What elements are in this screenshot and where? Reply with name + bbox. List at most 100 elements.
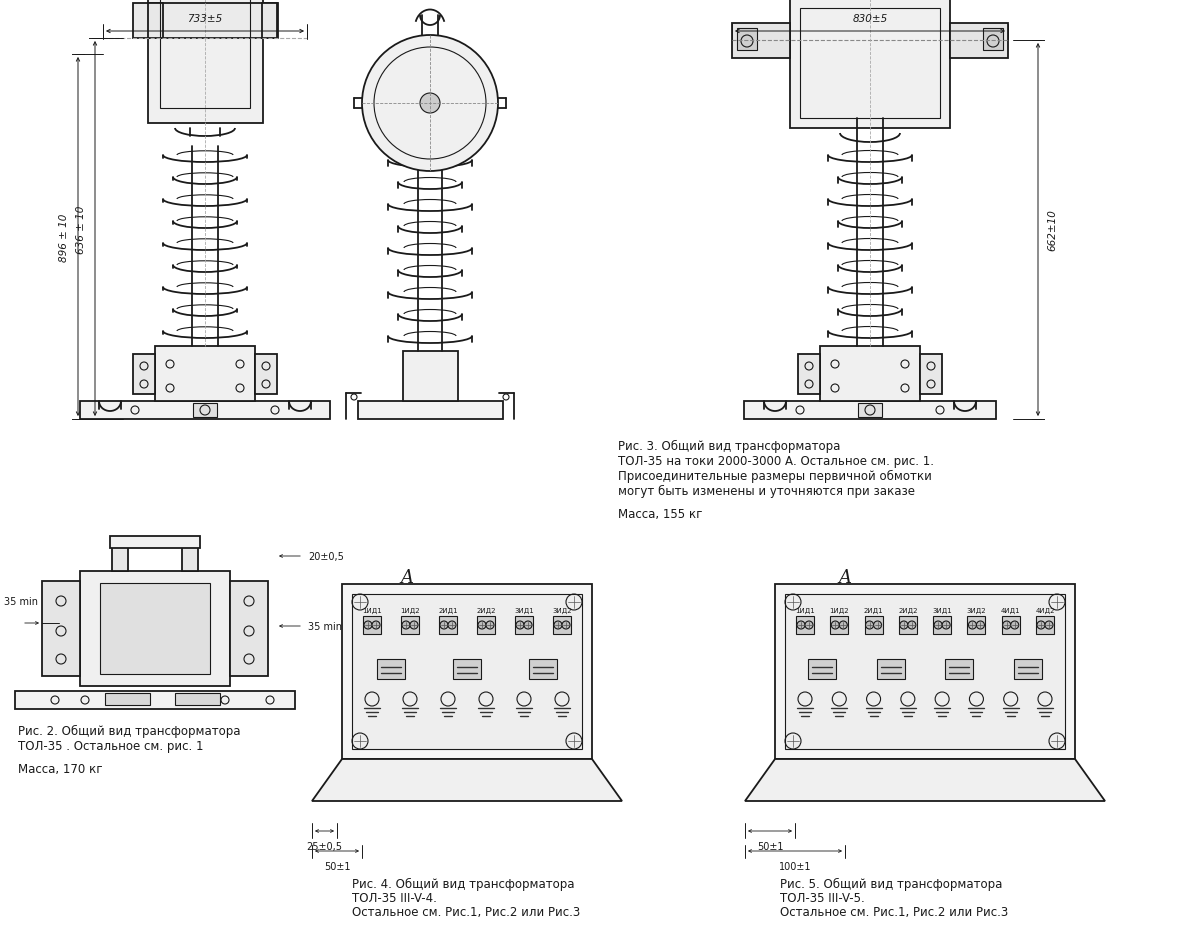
- Bar: [864, 616, 882, 634]
- Circle shape: [364, 622, 372, 629]
- Text: Присоединительные размеры первичной обмотки: Присоединительные размеры первичной обмо…: [618, 469, 932, 483]
- Text: Остальное см. Рис.1, Рис.2 или Рис.3: Остальное см. Рис.1, Рис.2 или Рис.3: [352, 905, 581, 918]
- Text: A: A: [401, 568, 414, 586]
- Circle shape: [1010, 622, 1019, 629]
- Bar: [785, 594, 1066, 749]
- Circle shape: [486, 622, 494, 629]
- Bar: [352, 594, 582, 749]
- Bar: [967, 616, 985, 634]
- Bar: [877, 660, 905, 680]
- Circle shape: [1003, 622, 1010, 629]
- Bar: [342, 585, 592, 759]
- Bar: [133, 4, 278, 39]
- Text: 50±1: 50±1: [757, 842, 784, 851]
- Bar: [148, 0, 263, 124]
- Circle shape: [832, 622, 839, 629]
- Text: 20±0,5: 20±0,5: [308, 551, 344, 562]
- Bar: [133, 355, 155, 394]
- Circle shape: [839, 622, 847, 629]
- Bar: [262, 4, 277, 39]
- Bar: [230, 582, 268, 676]
- Text: ТОЛ-35 III-V-4.: ТОЛ-35 III-V-4.: [352, 891, 437, 904]
- Text: 830±5: 830±5: [852, 14, 888, 24]
- Bar: [100, 584, 210, 674]
- Bar: [454, 660, 481, 680]
- Circle shape: [362, 36, 498, 171]
- Circle shape: [448, 622, 456, 629]
- Circle shape: [372, 622, 380, 629]
- Bar: [529, 660, 557, 680]
- Text: A: A: [839, 568, 852, 586]
- Polygon shape: [312, 759, 622, 802]
- Text: Остальное см. Рис.1, Рис.2 или Рис.3: Остальное см. Рис.1, Рис.2 или Рис.3: [780, 905, 1008, 918]
- Text: 3ИД2: 3ИД2: [967, 607, 986, 613]
- Text: 3ИД2: 3ИД2: [552, 607, 572, 613]
- Bar: [16, 691, 295, 709]
- Text: 662±10: 662±10: [1046, 209, 1057, 251]
- Circle shape: [968, 622, 977, 629]
- Bar: [983, 29, 1003, 51]
- Bar: [808, 660, 836, 680]
- Circle shape: [554, 622, 562, 629]
- Text: 2ИД2: 2ИД2: [476, 607, 496, 613]
- Bar: [80, 402, 330, 420]
- Text: ТОЛ-35 . Остальное см. рис. 1: ТОЛ-35 . Остальное см. рис. 1: [18, 739, 204, 752]
- Text: 636 ± 10: 636 ± 10: [76, 205, 86, 253]
- Text: 35 min: 35 min: [4, 596, 38, 606]
- Text: 100±1: 100±1: [779, 862, 811, 871]
- Bar: [796, 616, 814, 634]
- Text: 50±1: 50±1: [324, 862, 350, 871]
- Bar: [899, 616, 917, 634]
- Text: Рис. 4. Общий вид трансформатора: Рис. 4. Общий вид трансформатора: [352, 877, 575, 890]
- Text: 3ИД1: 3ИД1: [514, 607, 534, 613]
- Bar: [1014, 660, 1042, 680]
- Circle shape: [420, 94, 440, 114]
- Bar: [732, 24, 790, 59]
- Text: 2ИД1: 2ИД1: [864, 607, 883, 613]
- Bar: [80, 571, 230, 686]
- Text: ТОЛ-35 на токи 2000-3000 А. Остальное см. рис. 1.: ТОЛ-35 на токи 2000-3000 А. Остальное см…: [618, 454, 934, 467]
- Bar: [798, 355, 820, 394]
- Bar: [155, 347, 256, 402]
- Text: 1ИД2: 1ИД2: [400, 607, 420, 613]
- Bar: [358, 402, 503, 420]
- Text: 4ИД2: 4ИД2: [1036, 607, 1055, 613]
- Bar: [830, 616, 848, 634]
- Bar: [946, 660, 973, 680]
- Bar: [1036, 616, 1054, 634]
- Text: ТОЛ-35 III-V-5.: ТОЛ-35 III-V-5.: [780, 891, 865, 904]
- Bar: [800, 9, 940, 119]
- Circle shape: [942, 622, 950, 629]
- Bar: [1002, 616, 1020, 634]
- Bar: [148, 4, 163, 39]
- Bar: [106, 693, 150, 705]
- Text: Рис. 2. Общий вид трансформатора: Рис. 2. Общий вид трансформатора: [18, 724, 240, 737]
- Bar: [401, 616, 419, 634]
- Text: Масса, 170 кг: Масса, 170 кг: [18, 763, 102, 775]
- Circle shape: [562, 622, 570, 629]
- Bar: [160, 0, 250, 109]
- Bar: [934, 616, 952, 634]
- Text: Масса, 155 кг: Масса, 155 кг: [618, 507, 702, 521]
- Text: 1ИД1: 1ИД1: [362, 607, 382, 613]
- Bar: [790, 0, 950, 129]
- Text: 2ИД1: 2ИД1: [438, 607, 458, 613]
- Text: 896 ± 10: 896 ± 10: [59, 213, 70, 262]
- Text: 3ИД1: 3ИД1: [932, 607, 952, 613]
- Bar: [408, 96, 452, 112]
- Circle shape: [516, 622, 524, 629]
- Circle shape: [410, 622, 418, 629]
- Text: Рис. 5. Общий вид трансформатора: Рис. 5. Общий вид трансформатора: [780, 877, 1002, 890]
- Bar: [110, 536, 200, 548]
- Bar: [858, 404, 882, 418]
- Bar: [553, 616, 571, 634]
- Bar: [256, 355, 277, 394]
- Bar: [112, 546, 128, 571]
- Bar: [775, 585, 1075, 759]
- Circle shape: [402, 622, 410, 629]
- Bar: [439, 616, 457, 634]
- Bar: [377, 660, 406, 680]
- Text: могут быть изменены и уточняются при заказе: могут быть изменены и уточняются при зак…: [618, 485, 916, 498]
- Circle shape: [934, 622, 942, 629]
- Bar: [737, 29, 757, 51]
